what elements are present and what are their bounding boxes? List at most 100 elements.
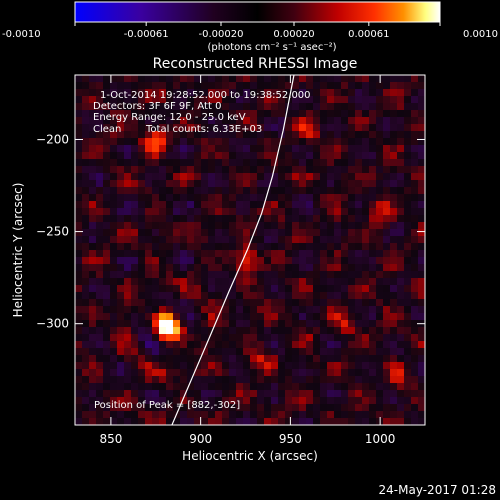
heatmap-cell xyxy=(306,96,314,104)
heatmap-cell xyxy=(369,103,377,111)
heatmap-cell xyxy=(194,418,202,425)
heatmap-cell xyxy=(110,131,118,139)
heatmap-cell xyxy=(285,201,293,209)
heatmap-cell xyxy=(292,411,300,419)
heatmap-cell xyxy=(390,159,398,167)
heatmap-cell xyxy=(397,208,405,216)
heatmap-cell xyxy=(194,152,202,160)
heatmap-cell xyxy=(201,418,209,425)
heatmap-cell xyxy=(334,411,342,419)
heatmap-cell xyxy=(166,278,174,286)
heatmap-cell xyxy=(355,166,363,174)
heatmap-cell xyxy=(334,278,342,286)
heatmap-cell xyxy=(390,285,398,293)
heatmap-cell xyxy=(376,180,384,188)
heatmap-cell xyxy=(390,236,398,244)
heatmap-cell xyxy=(159,138,167,146)
heatmap-cell xyxy=(250,278,258,286)
heatmap-cell xyxy=(208,404,216,412)
heatmap-cell xyxy=(103,404,111,412)
heatmap-cell xyxy=(152,103,160,111)
heatmap-cell xyxy=(201,257,209,265)
heatmap-cell xyxy=(229,131,237,139)
heatmap-cell xyxy=(257,194,265,202)
heatmap-cell xyxy=(355,257,363,265)
heatmap-cell xyxy=(313,117,321,125)
heatmap-cell xyxy=(96,271,104,279)
heatmap-cell xyxy=(383,411,391,419)
heatmap-cell xyxy=(152,236,160,244)
heatmap-cell xyxy=(376,103,384,111)
heatmap-cell xyxy=(243,418,251,425)
heatmap-cell xyxy=(320,229,328,237)
heatmap-cell xyxy=(89,306,97,314)
heatmap-cell xyxy=(257,243,265,251)
heatmap-cell xyxy=(166,369,174,377)
heatmap-cell xyxy=(334,348,342,356)
heatmap-cell xyxy=(313,411,321,419)
heatmap-cell xyxy=(285,327,293,335)
heatmap-cell xyxy=(145,362,153,370)
heatmap-cell xyxy=(355,264,363,272)
heatmap-cell xyxy=(243,355,251,363)
heatmap-cell xyxy=(201,152,209,160)
heatmap-cell xyxy=(96,215,104,223)
heatmap-cell xyxy=(383,131,391,139)
heatmap-cell xyxy=(404,243,412,251)
heatmap-cell xyxy=(285,194,293,202)
heatmap-cell xyxy=(320,348,328,356)
heatmap-cell xyxy=(341,285,349,293)
heatmap-cell xyxy=(376,278,384,286)
heatmap-cell xyxy=(334,397,342,405)
heatmap-cell xyxy=(166,292,174,300)
heatmap-cell xyxy=(229,201,237,209)
heatmap-cell xyxy=(404,229,412,237)
heatmap-cell xyxy=(110,264,118,272)
heatmap-cell xyxy=(145,215,153,223)
heatmap-cell xyxy=(194,390,202,398)
heatmap-cell xyxy=(159,369,167,377)
heatmap-cell xyxy=(222,208,230,216)
heatmap-cell xyxy=(369,82,377,90)
heatmap-cell xyxy=(271,110,279,118)
heatmap-cell xyxy=(292,201,300,209)
heatmap-cell xyxy=(362,208,370,216)
heatmap-cell xyxy=(418,89,425,97)
heatmap-cell xyxy=(243,320,251,328)
heatmap-cell xyxy=(243,201,251,209)
heatmap-cell xyxy=(89,173,97,181)
heatmap-cell xyxy=(187,117,195,125)
heatmap-cell xyxy=(243,334,251,342)
heatmap-cell xyxy=(194,145,202,153)
heatmap-cell xyxy=(250,145,258,153)
heatmap-cell xyxy=(145,208,153,216)
heatmap-cell xyxy=(418,271,425,279)
heatmap-cell xyxy=(82,264,90,272)
heatmap-cell xyxy=(166,341,174,349)
heatmap-cell xyxy=(411,180,419,188)
heatmap-cell xyxy=(390,306,398,314)
heatmap-cell xyxy=(334,243,342,251)
heatmap-cell xyxy=(285,299,293,307)
heatmap-cell xyxy=(285,278,293,286)
heatmap-cell xyxy=(383,117,391,125)
heatmap-cell xyxy=(418,299,425,307)
heatmap-cell xyxy=(285,208,293,216)
heatmap-cell xyxy=(404,110,412,118)
heatmap-cell xyxy=(348,131,356,139)
heatmap-cell xyxy=(369,404,377,412)
heatmap-cell xyxy=(138,397,146,405)
heatmap-cell xyxy=(257,264,265,272)
heatmap-cell xyxy=(110,348,118,356)
heatmap-cell xyxy=(355,390,363,398)
heatmap-cell xyxy=(229,369,237,377)
heatmap-cell xyxy=(250,299,258,307)
heatmap-cell xyxy=(103,103,111,111)
heatmap-cell xyxy=(180,362,188,370)
heatmap-cell xyxy=(411,236,419,244)
heatmap-cell xyxy=(152,194,160,202)
heatmap-cell xyxy=(348,299,356,307)
heatmap-cell xyxy=(355,306,363,314)
heatmap-cell xyxy=(404,82,412,90)
heatmap-cell xyxy=(138,89,146,97)
